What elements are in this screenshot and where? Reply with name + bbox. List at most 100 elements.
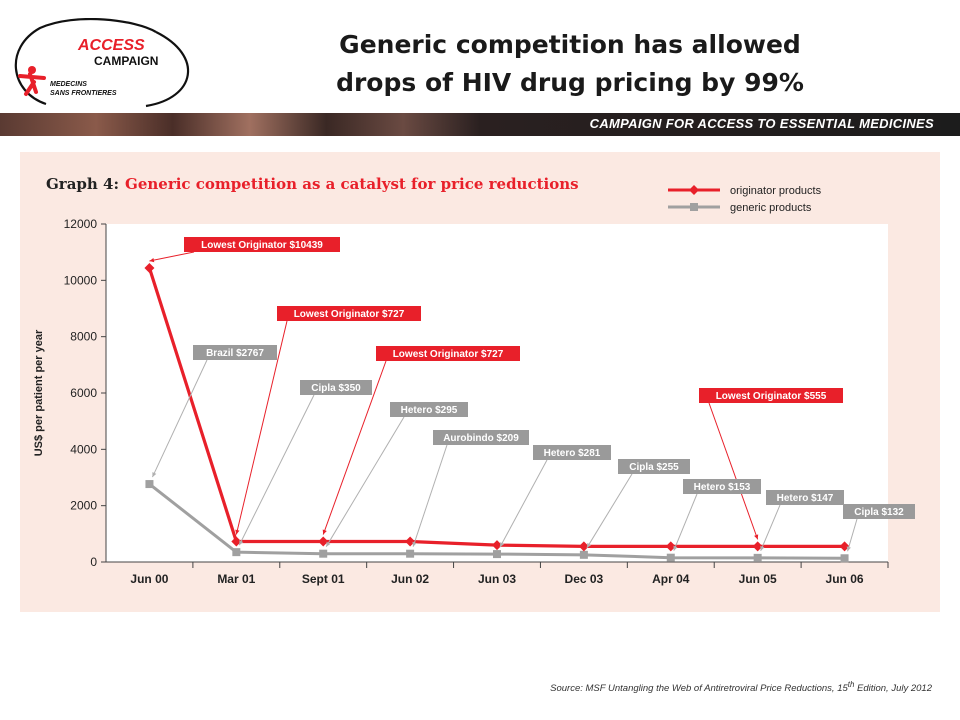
annotation: Hetero $153: [673, 479, 761, 551]
generic-data-point: [493, 550, 501, 559]
logo-swoosh-left: [14, 17, 157, 106]
annotation-leader-line: [325, 416, 405, 547]
originator-data-point: [144, 262, 155, 273]
annotation-box: [433, 430, 529, 445]
annotation-label: Hetero $153: [694, 482, 751, 493]
legend-marker: [690, 203, 698, 211]
annotation-arrowhead: [235, 529, 240, 535]
y-tick-label: 4000: [70, 442, 97, 456]
annotation-arrowhead: [326, 541, 331, 547]
logo-swoosh-right: [145, 31, 190, 108]
annotation-box: [843, 504, 915, 519]
annotation-leader-line: [151, 359, 208, 478]
legend-label: generic products: [730, 202, 812, 214]
annotation-box: [533, 445, 611, 460]
annotation-label: Lowest Originator $555: [716, 391, 827, 402]
annotation-arrowhead: [760, 545, 765, 551]
originator-data-point: [405, 536, 416, 547]
y-tick-label: 8000: [70, 330, 97, 344]
annotation-label: Hetero $147: [777, 493, 834, 504]
originator-data-point: [665, 541, 676, 552]
originator-data-point: [578, 541, 589, 552]
annotation-box: [618, 459, 690, 474]
annotation-leader-line: [322, 360, 387, 535]
y-tick-label: 0: [90, 555, 97, 569]
originator-data-point: [839, 541, 850, 552]
annotation-arrowhead: [152, 472, 157, 478]
annotation-arrowhead: [149, 257, 155, 263]
generic-data-point: [579, 550, 588, 559]
y-tick-label: 10000: [64, 273, 98, 287]
x-tick-label: Mar 01: [217, 572, 255, 586]
x-tick-label: Jun 02: [391, 572, 429, 586]
annotation-label: Hetero $295: [401, 405, 458, 416]
x-tick-label: Jun 03: [478, 572, 516, 586]
annotation-box: [683, 479, 761, 494]
source-citation: Source: MSF Untangling the Web of Antire…: [550, 680, 932, 694]
legend-marker: [689, 185, 699, 195]
slide-title-line-1: Generic competition has allowed: [339, 30, 801, 59]
logo-campaign-text: CAMPAIGN: [94, 54, 158, 68]
annotation-leader-line: [238, 394, 315, 546]
annotation-arrowhead: [673, 545, 678, 551]
chart-axes: 0 2000 4000 6000 8000 10000 12000 Jun 00 Mar 01 S…: [64, 217, 889, 586]
y-axis-label: US$ per patient per year: [33, 329, 45, 456]
x-tick-label: Sept 01: [302, 572, 345, 586]
y-tick-label: 6000: [70, 386, 97, 400]
annotation: Aurobindo $209: [412, 430, 529, 547]
generic-data-point: [840, 554, 849, 563]
chart-heading: Graph 4: Generic competition as a catalys…: [46, 175, 579, 193]
price-chart: Graph 4: Generic competition as a catalys…: [33, 175, 915, 586]
originator-data-point: [752, 541, 763, 552]
chart-panel: Graph 4: Generic competition as a catalys…: [20, 152, 940, 612]
annotation-leader-line: [760, 504, 781, 552]
annotation: Lowest Originator $727: [235, 306, 421, 535]
annotation-box: [300, 380, 372, 395]
annotation: Hetero $295: [325, 402, 468, 547]
annotation: Brazil $2767: [151, 345, 277, 478]
annotation-box: [699, 388, 843, 403]
generic-data-point: [319, 549, 328, 558]
annotation-label: Lowest Originator $10439: [201, 240, 323, 251]
annotation-arrowhead: [412, 541, 417, 547]
annotation: Cipla $350: [238, 380, 372, 546]
annotation: Hetero $281: [499, 445, 611, 548]
chart-title: Generic competition as a catalyst for pr…: [125, 175, 579, 193]
annotation-arrowhead: [322, 529, 327, 535]
originator-data-point: [492, 540, 502, 551]
source-text-suffix: Edition, July 2012: [854, 683, 932, 695]
annotation: Cipla $255: [586, 459, 690, 549]
annotation: Cipla $132: [843, 504, 915, 552]
access-campaign-logo: ACCESS CAMPAIGN MEDECINS SANS FRONTIERES: [6, 17, 202, 110]
logo-graphic: ACCESS CAMPAIGN MEDECINS SANS FRONTIERES: [14, 17, 190, 108]
annotation-leader-line: [847, 518, 858, 552]
x-tick-label: Apr 04: [652, 572, 690, 586]
logo-access-text: ACCESS: [77, 37, 145, 54]
slide-title: Generic competition has allowed drops of…: [300, 26, 840, 102]
annotation-layer: Lowest Originator $10439 Lowest Originato…: [149, 237, 915, 552]
annotation: Lowest Originator $555: [699, 388, 843, 540]
annotation: Hetero $147: [760, 490, 844, 552]
legend-label: originator products: [730, 185, 822, 197]
logo-msf-text-1: MEDECINS: [50, 81, 87, 88]
annotation-leader-line: [708, 402, 759, 540]
generic-data-point: [145, 480, 154, 489]
annotation-label: Hetero $281: [544, 448, 601, 459]
generic-data-point: [406, 549, 415, 558]
annotation-box: [390, 402, 468, 417]
source-text-prefix: Source: MSF Untangling the Web of Antire…: [550, 683, 848, 695]
annotation-box: [193, 345, 277, 360]
annotation-label: Cipla $350: [311, 383, 361, 394]
annotation-leader-line: [586, 473, 633, 549]
annotation-label: Lowest Originator $727: [393, 349, 504, 360]
originator-data-point: [318, 536, 329, 547]
annotation-leader-line: [149, 251, 195, 262]
annotation-label: Cipla $132: [854, 507, 904, 518]
annotation-arrowhead: [500, 542, 505, 548]
annotation: Lowest Originator $10439: [149, 237, 340, 263]
slide-title-line-2: drops of HIV drug pricing by 99%: [336, 68, 804, 97]
annotation-box: [184, 237, 340, 252]
annotation-box: [277, 306, 421, 321]
generic-data-point: [753, 553, 762, 562]
x-tick-label: Jun 00: [130, 572, 168, 586]
